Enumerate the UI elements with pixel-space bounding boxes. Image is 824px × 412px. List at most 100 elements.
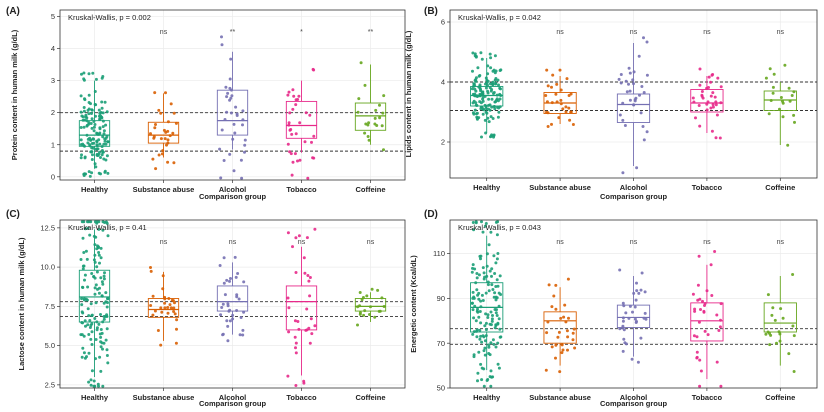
test-annotation: Kruskal-Wallis, p = 0.043	[458, 223, 541, 232]
data-point	[480, 293, 484, 297]
data-point	[471, 308, 475, 312]
data-point	[545, 331, 549, 335]
data-point	[767, 112, 771, 116]
data-point	[84, 324, 87, 328]
data-point	[298, 121, 302, 125]
data-point	[100, 280, 104, 284]
data-point	[497, 106, 501, 110]
data-point	[482, 349, 486, 353]
data-point	[486, 83, 489, 87]
data-point	[634, 298, 638, 302]
data-point	[367, 138, 371, 142]
data-point	[308, 276, 312, 279]
data-point	[369, 305, 372, 309]
data-point	[102, 301, 106, 305]
x-tick-label: Tobacco	[286, 393, 317, 402]
data-point	[92, 379, 96, 383]
data-point	[94, 165, 98, 169]
data-point	[174, 341, 178, 345]
data-point	[169, 306, 173, 310]
data-point	[93, 260, 97, 264]
data-point	[102, 317, 106, 321]
data-point	[172, 161, 176, 165]
data-point	[496, 78, 500, 82]
data-point	[105, 154, 109, 158]
data-point	[80, 333, 84, 337]
data-point	[628, 89, 632, 93]
data-point	[640, 85, 644, 88]
data-point	[92, 258, 96, 262]
data-point	[569, 110, 573, 114]
data-point	[84, 113, 88, 117]
data-point	[286, 93, 290, 97]
data-point	[779, 307, 783, 311]
data-point	[100, 149, 104, 152]
data-point	[94, 114, 97, 118]
data-point	[565, 77, 569, 81]
data-point	[308, 113, 312, 117]
data-point	[105, 315, 109, 318]
data-point	[94, 283, 98, 287]
data-point	[487, 120, 491, 124]
data-point	[494, 285, 498, 288]
data-point	[373, 116, 377, 120]
data-point	[710, 129, 714, 133]
data-point	[693, 309, 697, 313]
data-point	[240, 176, 244, 180]
data-point	[617, 77, 621, 81]
data-point	[479, 334, 483, 338]
data-point	[619, 81, 623, 85]
data-point	[487, 243, 491, 247]
data-point	[481, 266, 485, 270]
data-point	[572, 327, 576, 331]
data-point	[86, 137, 90, 141]
data-point	[153, 91, 157, 95]
data-point	[490, 375, 494, 379]
data-point	[87, 72, 91, 76]
data-point	[103, 271, 106, 275]
data-point	[101, 135, 105, 139]
data-point	[697, 104, 701, 107]
data-point	[289, 152, 293, 156]
data-point	[474, 76, 478, 80]
data-point	[719, 85, 723, 89]
data-point	[80, 321, 84, 324]
data-point	[100, 76, 104, 80]
x-tick-label: Healthy	[473, 393, 501, 402]
data-point	[476, 371, 480, 375]
data-point	[484, 86, 488, 90]
data-point	[166, 120, 170, 124]
data-point	[498, 97, 502, 101]
data-point	[87, 220, 91, 224]
x-tick-label: Tobacco	[692, 393, 723, 402]
data-point	[478, 94, 482, 98]
data-point	[496, 220, 500, 224]
data-point	[363, 309, 367, 313]
significance-label: **	[368, 29, 374, 36]
data-point	[473, 304, 477, 308]
data-point	[175, 318, 179, 322]
data-point	[294, 103, 298, 107]
data-point	[479, 107, 483, 111]
data-point	[239, 158, 243, 162]
data-point	[792, 370, 796, 373]
data-point	[479, 362, 483, 366]
x-tick-label: Healthy	[473, 183, 501, 192]
box-tobacco	[285, 285, 318, 331]
y-tick-label: 2.5	[45, 380, 55, 389]
data-point	[546, 125, 550, 128]
data-point	[494, 345, 498, 349]
data-point	[621, 171, 625, 175]
data-point	[489, 310, 493, 314]
data-point	[475, 309, 479, 313]
significance-label: ns	[703, 239, 711, 246]
significance-label: *	[300, 29, 303, 36]
data-point	[705, 108, 709, 112]
data-point	[380, 124, 384, 128]
x-tick-label: Alcohol	[219, 185, 247, 194]
data-point	[89, 383, 93, 387]
data-point	[567, 94, 571, 97]
data-point	[166, 311, 170, 315]
data-point	[709, 106, 713, 110]
data-point	[149, 304, 153, 307]
